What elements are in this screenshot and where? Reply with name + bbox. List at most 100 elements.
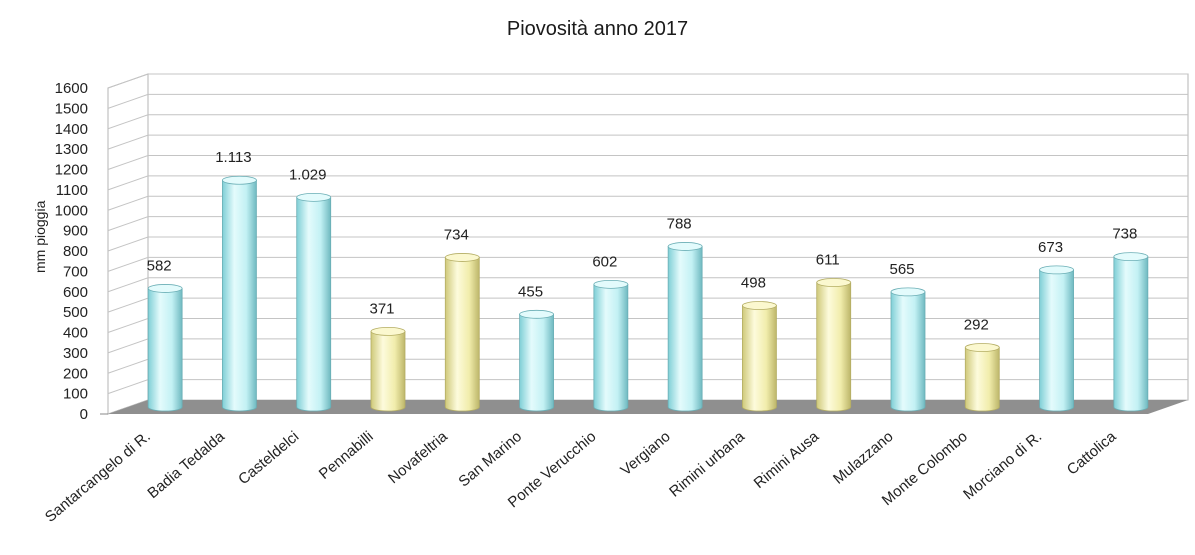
floor-plane [108,400,1188,414]
x-tick-label: Rimini urbana [666,428,748,501]
bar [444,253,480,412]
gridline [107,195,1188,211]
bar-top [816,278,852,287]
y-tick-label: 0 [80,406,88,423]
y-tick-label: 300 [63,345,88,362]
value-label: 673 [1038,239,1063,256]
y-tick-label: 1300 [55,141,88,158]
value-label: 371 [369,300,394,317]
bar-body [593,283,629,412]
value-label: 498 [741,275,766,292]
chart-floor [100,400,1188,415]
x-tick-label: Rimini Ausa [751,428,823,492]
x-tick-label: Casteldelci [235,428,302,488]
value-label: 292 [964,317,989,334]
y-tick-label: 100 [63,386,88,403]
gridline [107,93,1188,109]
x-tick-label: Badia Tedalda [144,428,228,502]
bars [147,175,1149,412]
y-tick-label: 1500 [55,100,88,117]
x-tick-label: Novafeltria [385,428,451,488]
bar-top [890,287,926,297]
bar-body [296,196,332,412]
y-tick-label: 1400 [55,121,88,138]
bar-top [667,242,703,251]
bar-top [1039,265,1074,275]
value-label: 1.113 [215,149,251,166]
gridline [107,277,1188,293]
value-label: 734 [444,226,469,243]
bar [593,279,629,412]
value-label: 565 [889,261,914,278]
bar-body [964,347,1000,412]
y-tick-label: 1100 [56,182,88,199]
y-tick-label: 800 [63,243,88,260]
bar-body [444,257,480,412]
bar-top [964,343,1000,352]
x-tick-label: Morciano di R. [960,428,1045,503]
gridline [107,256,1188,272]
bar [1039,265,1074,412]
y-tick-label: 200 [63,365,88,382]
bar-body [222,179,257,412]
x-tick-labels: Santarcangelo di R.Badia Tedalda Castelde… [42,428,1120,526]
bar-top [370,327,406,336]
bar-body [519,313,554,412]
gridline [107,134,1188,150]
bar [667,242,703,412]
bar-body [370,331,406,412]
bar [1113,252,1149,412]
x-tick-label: Santarcangelo di R. [42,428,154,526]
bar [890,287,926,412]
bar-body [667,246,703,412]
y-tick-label: 1000 [55,202,88,219]
value-label: 738 [1112,226,1137,243]
y-tick-label: 900 [63,223,88,240]
value-label: 582 [147,257,172,274]
value-label: 602 [592,253,617,270]
bar [742,301,777,412]
bar-body [890,291,926,412]
bar-body [1039,269,1074,412]
y-tick-label: 1200 [55,162,88,179]
bar-body [816,282,852,412]
y-tick-label: 400 [63,325,88,342]
gridline [107,114,1188,130]
bar-body [1113,256,1149,412]
bar-top [147,284,183,293]
value-label: 455 [518,283,543,300]
bar-top [593,279,629,289]
bar-top [296,192,332,202]
gridline [107,216,1188,232]
bar-body [147,288,183,412]
gridline [107,175,1188,191]
x-tick-label: Pennabilli [316,428,377,483]
bar [370,327,406,412]
bar [964,343,1000,412]
y-tick-label: 1600 [55,80,88,97]
x-tick-label: Cattolica [1064,428,1120,479]
y-tick-label: 700 [63,263,88,280]
bar-top [1113,252,1149,262]
value-label: 611 [816,252,840,269]
bar-top [444,253,480,262]
chart-walls [107,73,1189,415]
y-tick-label: 600 [63,284,88,301]
gridline [107,155,1188,170]
bar-top [222,175,257,185]
bar-top [519,309,554,319]
bar [296,192,332,412]
value-label: 788 [667,215,692,232]
y-tick-labels: 0 100 200 300 400 500 600 700 800 900 1000 1100 1200… [55,80,88,423]
gridline [107,73,1188,89]
value-label: 1.029 [289,166,327,183]
bar [816,278,852,412]
bar [519,309,554,412]
chart-title: Piovosità anno 2017 [506,18,689,40]
value-labels: 582 1.113 1.029 371 734 455 602 788 498 611 565 292… [147,149,1138,333]
gridline [107,236,1188,252]
x-tick-label: San Marino [455,428,525,490]
bar [147,284,183,412]
bar-body [742,305,777,412]
